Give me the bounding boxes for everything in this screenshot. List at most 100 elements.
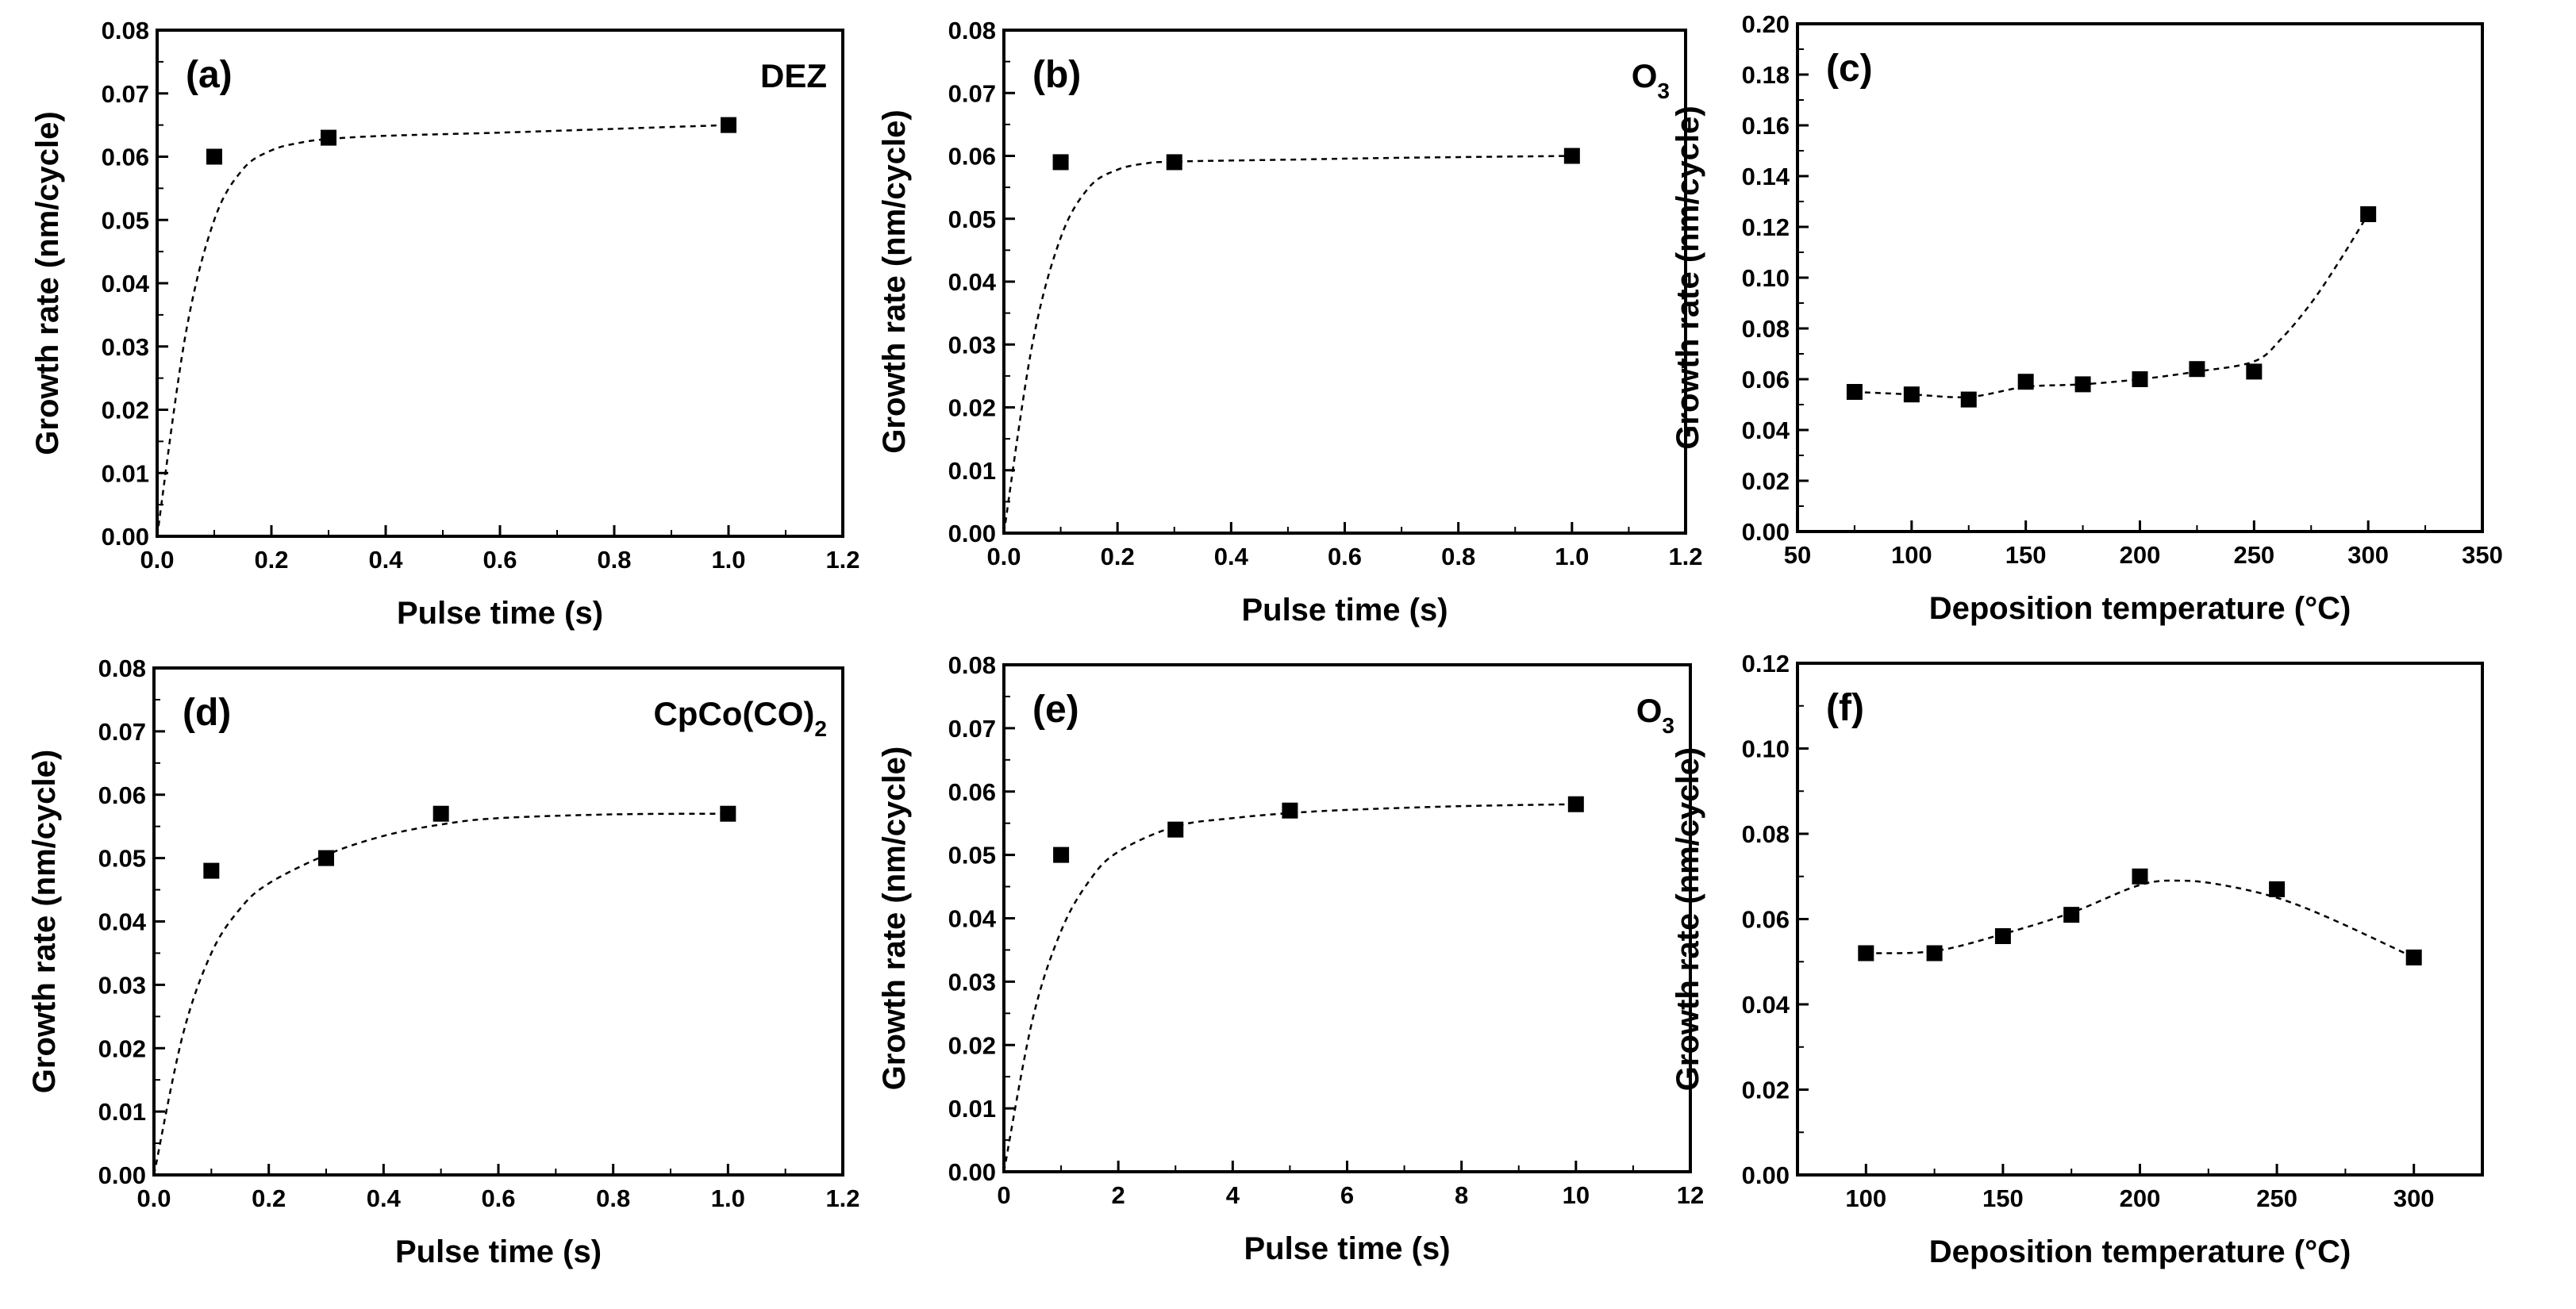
y-tick-label: 0.03 xyxy=(102,333,149,361)
x-tick-label: 50 xyxy=(1784,541,1811,569)
y-tick-label: 0.14 xyxy=(1742,163,1790,190)
fit-curve xyxy=(1866,879,2415,959)
x-tick-label: 10 xyxy=(1563,1181,1590,1209)
annotation-text: O xyxy=(1632,57,1658,94)
y-tick-label: 0.00 xyxy=(98,1161,146,1189)
y-tick-label: 0.05 xyxy=(102,206,149,234)
y-tick-label: 0.04 xyxy=(102,270,150,298)
x-axis-title: Pulse time (s) xyxy=(1241,593,1448,628)
data-point xyxy=(1166,154,1182,171)
x-tick-label: 1.2 xyxy=(1668,543,1702,570)
y-tick-label: 0.10 xyxy=(1742,264,1790,292)
y-tick-label: 0.12 xyxy=(1742,213,1790,241)
x-tick-label: 100 xyxy=(1845,1184,1886,1212)
fit-curve xyxy=(1002,155,1572,534)
annotation-text: CpCo(CO) xyxy=(653,695,814,732)
x-tick-label: 0.4 xyxy=(368,546,403,574)
x-tick-label: 0.4 xyxy=(367,1184,402,1212)
y-tick-label: 0.08 xyxy=(98,654,146,682)
y-tick-label: 0.05 xyxy=(948,205,996,233)
y-tick-label: 0.00 xyxy=(948,1158,996,1186)
precursor-annotation: O3 xyxy=(1636,692,1674,738)
y-tick-label: 0.18 xyxy=(1742,61,1790,89)
y-tick-label: 0.00 xyxy=(1742,1161,1790,1189)
panel-label: (d) xyxy=(183,692,231,734)
y-tick-label: 0.05 xyxy=(948,842,996,869)
plot-frame xyxy=(1796,662,2484,1177)
chart-panel-e: 0 2 4 6 8 10 12 0.00 0.01 0.02 0.03 0.04 0.05 0.06 0.0… xyxy=(877,651,1704,1266)
x-tick-label: 100 xyxy=(1891,541,1932,569)
y-tick-label: 0.02 xyxy=(948,1031,996,1059)
data-point xyxy=(2074,376,2091,393)
data-point xyxy=(720,805,736,822)
y-tick-label: 0.02 xyxy=(948,394,996,422)
annotation-text: O xyxy=(1636,692,1663,729)
panel-label: (c) xyxy=(1826,48,1873,90)
panel-label: (b) xyxy=(1032,54,1081,96)
data-point xyxy=(2360,206,2377,222)
y-tick-label: 0.07 xyxy=(948,79,996,107)
x-tick-label: 150 xyxy=(1982,1184,2024,1212)
y-tick-label: 0.03 xyxy=(98,971,146,999)
y-tick-label: 0.01 xyxy=(948,1095,996,1123)
x-tick-label: 12 xyxy=(1677,1181,1704,1209)
y-tick-label: 0.02 xyxy=(98,1035,146,1062)
y-axis-title: Growth rate (nm/cycle) xyxy=(1671,747,1705,1091)
plot-frame xyxy=(1002,663,1692,1173)
y-tick-label: 0.04 xyxy=(1742,416,1790,444)
y-tick-label: 0.16 xyxy=(1742,112,1790,140)
y-tick-label: 0.06 xyxy=(1742,906,1790,934)
y-tick-label: 0.04 xyxy=(948,905,997,933)
x-tick-label: 0.8 xyxy=(596,1184,630,1212)
y-tick-label: 0.02 xyxy=(102,397,149,424)
data-point xyxy=(1960,391,1977,408)
data-point xyxy=(1926,945,1943,962)
data-point xyxy=(2132,868,2148,885)
x-tick-label: 200 xyxy=(2120,541,2161,569)
x-tick-label: 1.0 xyxy=(711,546,745,574)
x-tick-label: 2 xyxy=(1112,1181,1125,1209)
x-tick-label: 1.0 xyxy=(711,1184,745,1212)
y-tick-label: 0.07 xyxy=(102,80,149,108)
data-point xyxy=(1567,796,1584,812)
data-point xyxy=(721,117,736,133)
y-tick-label: 0.04 xyxy=(98,908,147,936)
x-axis-title: Deposition temperature (°C) xyxy=(1929,1234,2351,1269)
data-point xyxy=(2246,363,2263,380)
x-axis-title: Pulse time (s) xyxy=(397,596,603,631)
x-tick-label: 0.6 xyxy=(483,546,517,574)
y-tick-label: 0.03 xyxy=(948,968,996,996)
y-tick-label: 0.08 xyxy=(948,651,996,679)
y-tick-label: 0.00 xyxy=(102,523,149,551)
x-tick-label: 350 xyxy=(2462,541,2503,569)
y-tick-label: 0.02 xyxy=(1742,1077,1790,1104)
x-tick-label: 250 xyxy=(2233,541,2274,569)
data-point xyxy=(1167,821,1184,838)
precursor-annotation: DEZ xyxy=(760,57,827,94)
annotation-text: DEZ xyxy=(760,57,827,94)
x-tick-label: 8 xyxy=(1455,1181,1468,1209)
data-point xyxy=(1052,154,1069,171)
x-axis-title: Pulse time (s) xyxy=(1244,1231,1450,1266)
y-tick-label: 0.06 xyxy=(98,781,146,809)
y-axis-title: Growth rate (nm/cycle) xyxy=(877,109,912,453)
x-tick-label: 300 xyxy=(2393,1184,2435,1212)
chart-panel-a: 0.0 0.2 0.4 0.6 0.8 1.0 1.2 0.00 0.01 0.02 0.03 0.0… xyxy=(30,17,860,631)
y-tick-label: 0.04 xyxy=(948,268,997,296)
chart-panel-b: 0.0 0.2 0.4 0.6 0.8 1.0 1.2 0.00 0.01 0.02 0.03 0.0… xyxy=(877,17,1703,628)
y-tick-label: 0.00 xyxy=(1742,518,1790,546)
data-point xyxy=(2063,907,2080,923)
precursor-annotation: O3 xyxy=(1632,57,1670,103)
x-tick-label: 300 xyxy=(2347,541,2389,569)
x-tick-label: 4 xyxy=(1226,1181,1240,1209)
data-point xyxy=(433,805,449,822)
y-axis-title: Growth rate (nm/cycle) xyxy=(27,750,62,1093)
data-point xyxy=(206,148,222,165)
data-point xyxy=(203,862,220,879)
data-point xyxy=(1994,928,2011,944)
data-point xyxy=(321,129,336,146)
y-tick-label: 0.05 xyxy=(98,845,146,873)
x-tick-label: 0.2 xyxy=(1101,543,1135,570)
y-axis-title: Growth rate (nm/cycle) xyxy=(30,111,65,455)
